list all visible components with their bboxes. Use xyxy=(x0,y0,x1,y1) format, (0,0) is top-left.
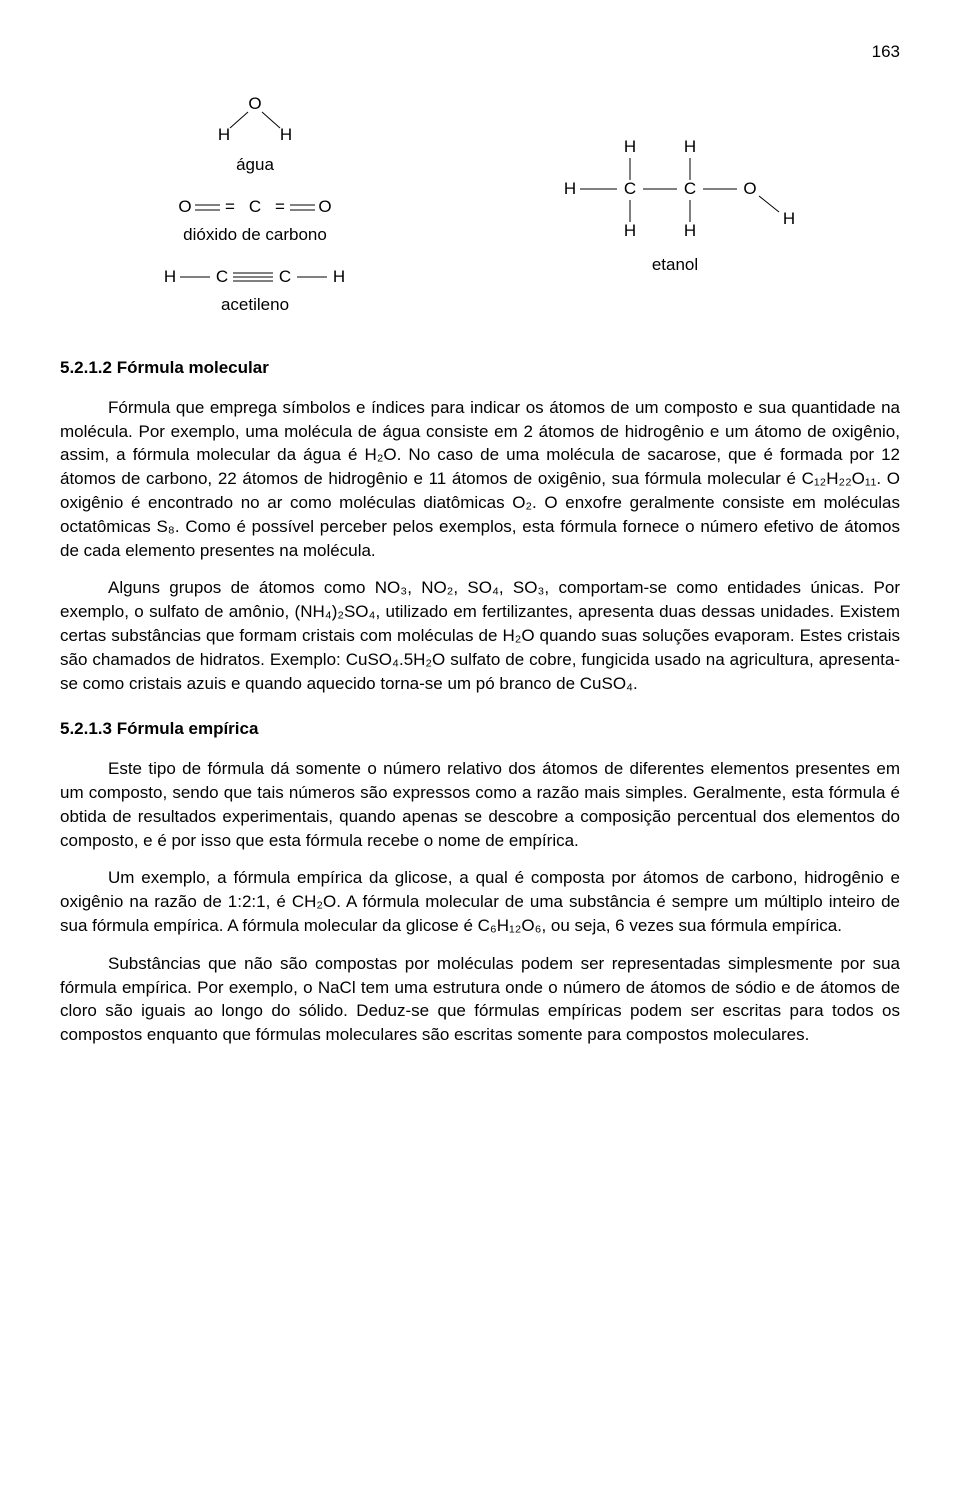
ethanol-label: etanol xyxy=(545,254,805,276)
svg-text:O: O xyxy=(743,179,756,198)
co2-label: dióxido de carbono xyxy=(165,224,345,246)
svg-text:H: H xyxy=(783,209,795,228)
water-label: água xyxy=(200,154,310,176)
svg-text:H: H xyxy=(684,137,696,156)
svg-text:H: H xyxy=(333,267,345,286)
section-5212-heading: 5.2.1.2 Fórmula molecular xyxy=(60,356,900,380)
acetylene-label: acetileno xyxy=(155,294,355,316)
svg-text:H: H xyxy=(624,137,636,156)
svg-text:H: H xyxy=(164,267,176,286)
co2-svg: O = C = O xyxy=(165,194,345,224)
ethanol-svg: H H H C C O H H H xyxy=(545,134,805,254)
svg-text:H: H xyxy=(218,125,230,144)
svg-text:O: O xyxy=(318,197,331,216)
paragraph-1: Fórmula que emprega símbolos e índices p… xyxy=(60,396,900,563)
section-5213-heading: 5.2.1.3 Fórmula empírica xyxy=(60,717,900,741)
svg-text:H: H xyxy=(624,221,636,240)
svg-text:C: C xyxy=(684,179,696,198)
co2-structure: O = C = O dióxido de carbono xyxy=(165,194,345,246)
svg-text:H: H xyxy=(280,125,292,144)
water-structure: O H H água xyxy=(200,94,310,176)
paragraph-2: Alguns grupos de átomos como NO₃, NO₂, S… xyxy=(60,576,900,695)
paragraph-5: Substâncias que não são compostas por mo… xyxy=(60,952,900,1047)
svg-text:C: C xyxy=(249,197,261,216)
page-number: 163 xyxy=(60,40,900,64)
paragraph-4: Um exemplo, a fórmula empírica da glicos… xyxy=(60,866,900,937)
svg-text:C: C xyxy=(279,267,291,286)
svg-text:C: C xyxy=(216,267,228,286)
acetylene-structure: H C C H acetileno xyxy=(155,264,355,316)
svg-text:H: H xyxy=(684,221,696,240)
paragraph-3: Este tipo de fórmula dá somente o número… xyxy=(60,757,900,852)
chemical-structures-row: O H H água O = C = O dióxido de carbono xyxy=(60,94,900,316)
svg-text:=: = xyxy=(275,197,285,216)
svg-text:C: C xyxy=(624,179,636,198)
svg-text:O: O xyxy=(178,197,191,216)
svg-text:=: = xyxy=(225,197,235,216)
svg-text:O: O xyxy=(248,94,261,113)
water-svg: O H H xyxy=(200,94,310,154)
ethanol-structure: H H H C C O H H H etanol xyxy=(545,134,805,276)
left-structures-column: O H H água O = C = O dióxido de carbono xyxy=(155,94,355,316)
svg-text:H: H xyxy=(564,179,576,198)
acetylene-svg: H C C H xyxy=(155,264,355,294)
